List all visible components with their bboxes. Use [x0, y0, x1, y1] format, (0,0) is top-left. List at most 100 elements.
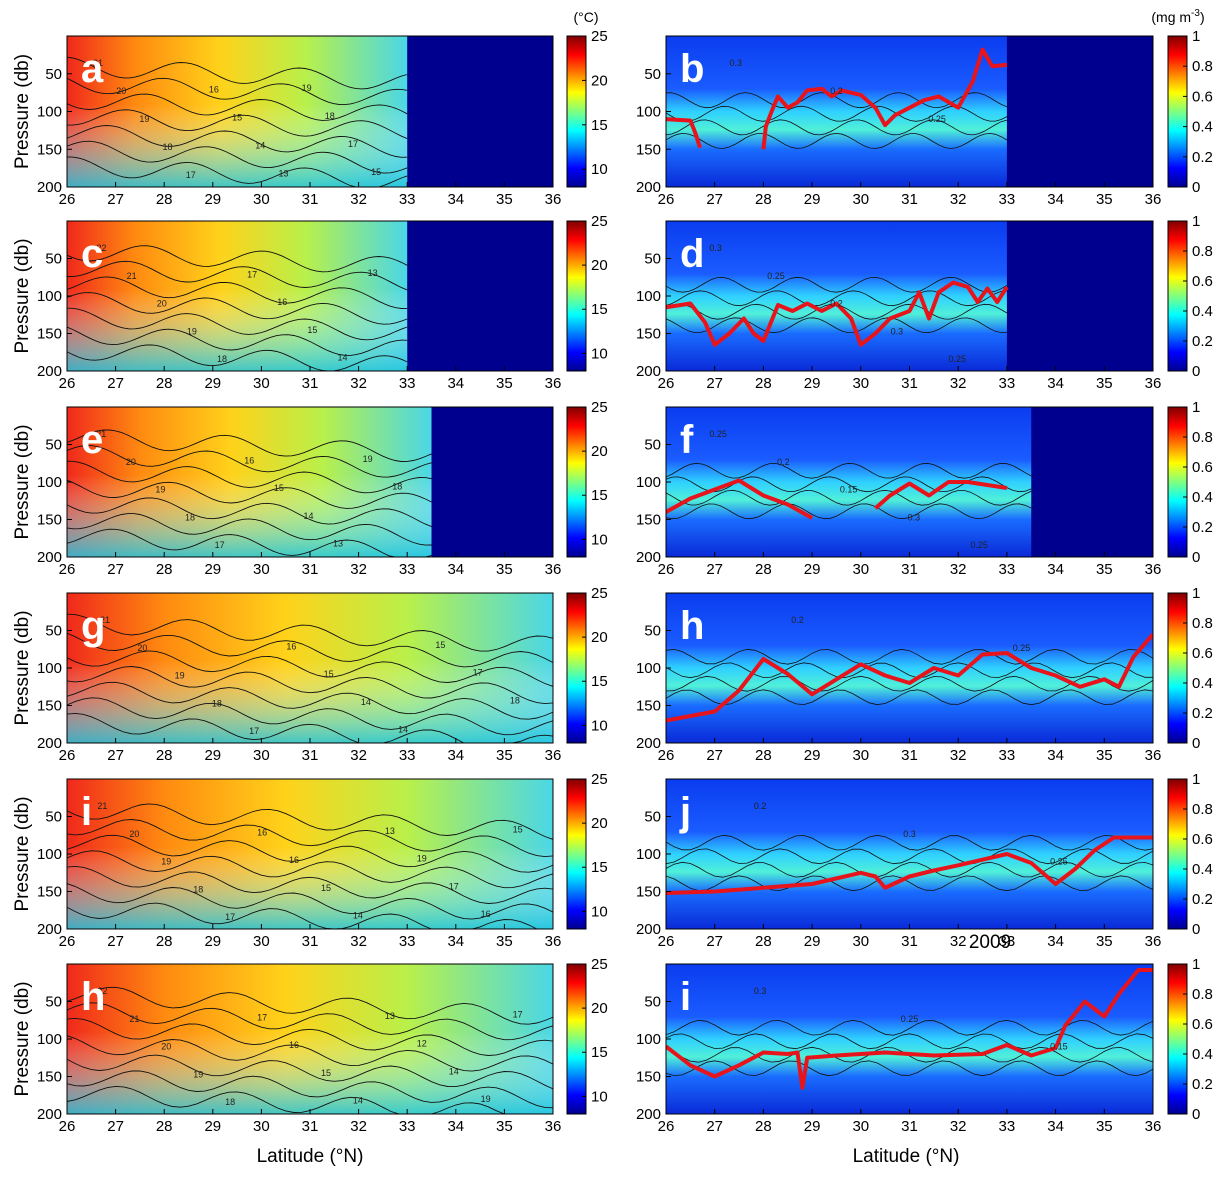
panel-letter: h: [81, 975, 105, 1019]
colorbar-tick-label: 0.6: [1192, 831, 1213, 848]
y-tick-label: 100: [37, 1031, 62, 1048]
isotherm-contour: [67, 156, 408, 187]
colorbar-tick-label: 10: [591, 345, 608, 362]
contour-label: 15: [307, 325, 317, 335]
colorbar-tick-label: 0.4: [1192, 489, 1213, 506]
x-tick-label: 35: [496, 933, 513, 950]
x-tick-label: 32: [950, 933, 967, 950]
colorbar-tick-label: 15: [591, 673, 608, 690]
x-tick-label: 35: [496, 191, 513, 208]
contour-label: 0.3: [903, 829, 916, 839]
colorbar-tick-label: 0.2: [1192, 149, 1213, 166]
x-tick-label: 30: [852, 191, 869, 208]
temperature-depth-shading: [67, 407, 432, 557]
x-tick-label: 31: [302, 375, 319, 392]
chlorophyll-contour: [666, 848, 1153, 865]
contour-label: 15: [321, 1068, 331, 1078]
contour-label: 16: [209, 85, 219, 95]
isotherm-contour: [67, 245, 408, 273]
contour-label: 14: [361, 697, 371, 707]
isotherm-contour: [67, 697, 553, 736]
y-tick-label: 150: [37, 141, 62, 158]
x-tick-label: 34: [447, 933, 464, 950]
colorbar-tick-label: 15: [591, 1044, 608, 1061]
y-axis-label: Pressure (db): [12, 981, 33, 1096]
x-tick-label: 30: [852, 933, 869, 950]
panel-i: 21 20 19 18 17 16 16 15 14 13 19 17 16 15 i 26 27 28 29 30 3…: [12, 771, 608, 950]
colorbar-tick-label: 0.4: [1192, 303, 1213, 320]
colorbar-tick-label: 10: [591, 1088, 608, 1105]
x-tick-label: 33: [399, 933, 416, 950]
y-tick-label: 100: [636, 1031, 661, 1048]
x-tick-label: 33: [999, 747, 1016, 764]
contour-label: 19: [302, 83, 312, 93]
contour-label: 14: [353, 911, 363, 921]
colorbar: [566, 963, 587, 1115]
chlorophyll-contour: [666, 662, 1153, 679]
y-tick-label: 100: [37, 474, 62, 491]
colorbar: [566, 220, 587, 372]
y-tick-label: 100: [37, 660, 62, 677]
x-tick-label: 33: [999, 375, 1016, 392]
y-tick-label: 100: [37, 846, 62, 863]
colorbar-tick-label: 10: [591, 903, 608, 920]
chlorophyll-contour: [666, 689, 1153, 706]
y-axis-label: Pressure (db): [12, 238, 33, 353]
isotherm-contour: [67, 460, 432, 494]
isotherm-contour: [67, 429, 432, 462]
x-tick-label: 28: [755, 747, 772, 764]
contour-label: 17: [247, 269, 257, 279]
y-tick-label: 150: [636, 141, 661, 158]
x-tick-label: 30: [852, 1118, 869, 1135]
dcm-depth-line: [666, 968, 1153, 1090]
x-tick-label: 30: [253, 561, 270, 578]
panel-k: 22 21 20 19 18 17 16 15 14 13 12 14 19 17 h 26 27 28 29 30 3…: [12, 956, 608, 1135]
isotherm-contour: [67, 260, 408, 291]
contour-label: 0.3: [754, 986, 767, 996]
x-tick-label: 36: [1145, 375, 1162, 392]
colorbar-tick-label: 20: [591, 1000, 608, 1017]
y-tick-label: 200: [636, 921, 661, 938]
x-tick-label: 34: [447, 561, 464, 578]
contour-label: 21: [97, 801, 107, 811]
colorbar-tick-label: 0.8: [1192, 615, 1213, 632]
contour-label: 19: [193, 1069, 203, 1079]
x-tick-label: 31: [901, 933, 918, 950]
contour-label: 15: [513, 824, 523, 834]
contour-label: 16: [286, 641, 296, 651]
panel-letter: h: [680, 604, 704, 648]
isotherm-contour: [67, 307, 408, 341]
x-tick-label: 27: [107, 1118, 124, 1135]
isotherm-contour: [67, 834, 553, 873]
x-tick-label: 33: [999, 933, 1016, 950]
colorbar-tick-label: 25: [591, 28, 608, 45]
x-tick-label: 34: [1047, 561, 1064, 578]
x-tick-label: 32: [350, 375, 367, 392]
colorbar-tick-label: 20: [591, 815, 608, 832]
isotherm-contour: [67, 883, 553, 920]
y-tick-label: 50: [45, 437, 62, 454]
colorbar-tick-label: 0.8: [1192, 801, 1213, 818]
x-tick-label: 33: [399, 561, 416, 578]
isotherm-contour: [67, 902, 553, 929]
colorbar-tick-label: 0.2: [1192, 333, 1213, 350]
y-tick-label: 100: [636, 660, 661, 677]
colorbar-tick-label: 0: [1192, 921, 1200, 938]
x-tick-label: 28: [156, 1118, 173, 1135]
contour-label: 0.25: [1013, 643, 1031, 653]
colorbar-tick-label: 0.6: [1192, 88, 1213, 105]
y-tick-label: 200: [636, 549, 661, 566]
stray-label: 2009: [969, 932, 1011, 953]
contour-label: 22: [96, 243, 106, 253]
x-tick-label: 34: [1047, 375, 1064, 392]
temperature-depth-shading: [67, 964, 553, 1114]
colorbar-tick-label: 0.6: [1192, 645, 1213, 662]
x-tick-label: 34: [447, 747, 464, 764]
y-tick-label: 200: [636, 1106, 661, 1123]
y-tick-label: 50: [644, 809, 661, 826]
colorbar-tick-label: 0.4: [1192, 675, 1213, 692]
x-tick-label: 28: [156, 561, 173, 578]
chlorophyll-contour: [666, 276, 1008, 293]
contour-label: 18: [217, 354, 227, 364]
colorbar-tick-label: 15: [591, 301, 608, 318]
